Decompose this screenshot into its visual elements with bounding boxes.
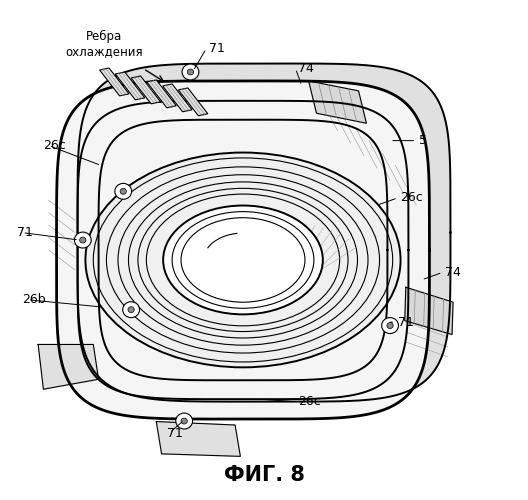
Circle shape — [387, 322, 393, 328]
Circle shape — [120, 188, 126, 194]
Text: 74: 74 — [445, 266, 461, 279]
Circle shape — [122, 302, 139, 318]
Circle shape — [128, 306, 134, 312]
Circle shape — [181, 418, 187, 424]
Polygon shape — [156, 422, 240, 456]
Ellipse shape — [163, 206, 323, 314]
Text: 26c: 26c — [298, 395, 321, 408]
Text: 71: 71 — [398, 316, 414, 328]
Text: 74: 74 — [298, 62, 314, 75]
Polygon shape — [163, 84, 192, 112]
Text: 5: 5 — [419, 134, 427, 147]
Polygon shape — [115, 72, 145, 100]
Polygon shape — [38, 344, 99, 389]
Ellipse shape — [86, 152, 401, 368]
Circle shape — [74, 232, 91, 248]
Text: 26c: 26c — [401, 192, 423, 204]
Polygon shape — [178, 88, 208, 116]
Polygon shape — [131, 76, 161, 104]
Polygon shape — [56, 81, 429, 419]
Text: 71: 71 — [17, 226, 33, 239]
Text: 26b: 26b — [22, 293, 46, 306]
Circle shape — [80, 237, 86, 243]
Polygon shape — [78, 64, 450, 402]
Text: 71: 71 — [209, 42, 225, 55]
Circle shape — [182, 64, 199, 80]
Circle shape — [187, 69, 194, 75]
Polygon shape — [405, 288, 453, 335]
Circle shape — [382, 318, 399, 334]
Polygon shape — [100, 68, 129, 96]
Circle shape — [176, 413, 193, 429]
Text: 26c: 26c — [43, 139, 66, 152]
Circle shape — [115, 184, 131, 200]
Polygon shape — [309, 81, 366, 123]
Text: ФИГ. 8: ФИГ. 8 — [223, 464, 305, 484]
Text: Ребра
охлаждения: Ребра охлаждения — [65, 30, 143, 58]
Polygon shape — [147, 80, 176, 108]
Text: 71: 71 — [167, 428, 183, 440]
